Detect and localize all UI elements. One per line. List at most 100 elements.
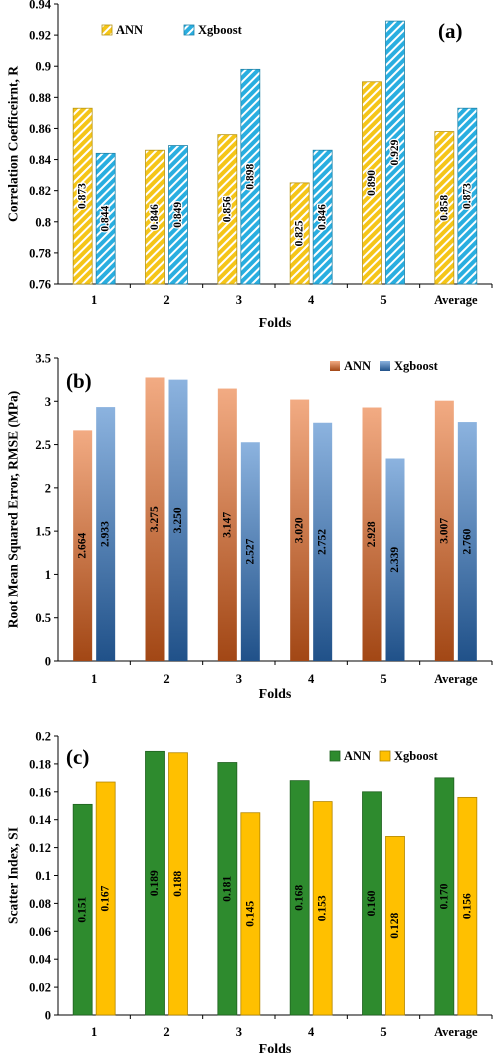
data-label: 2.664: [77, 532, 89, 558]
x-tick-label: 5: [380, 1025, 386, 1039]
data-label: 0.846: [317, 204, 329, 230]
x-axis-label: Folds: [259, 316, 292, 331]
legend-label-xgboost: Xgboost: [198, 23, 243, 37]
y-tick-label: 0.82: [29, 184, 51, 198]
legend-swatch-ann: [329, 750, 341, 762]
panel-label: (b): [66, 369, 92, 393]
data-label: 3.007: [438, 518, 450, 544]
y-tick-label: 0.16: [29, 785, 51, 799]
bar-ann-2: [145, 377, 165, 661]
x-tick-label: 2: [163, 672, 169, 686]
data-label: 0.189: [149, 870, 161, 896]
data-label: 2.752: [317, 529, 329, 555]
y-tick-label: 3.5: [35, 352, 51, 366]
data-label: 0.170: [438, 883, 450, 909]
y-tick-label: 1: [45, 568, 51, 582]
bar-xgboost-5: [385, 836, 405, 1016]
bar-xgboost-2: [168, 379, 188, 661]
data-label: 0.873: [77, 183, 89, 209]
x-tick-label: 2: [163, 1025, 169, 1039]
y-tick-label: 0.08: [29, 897, 51, 911]
chart-c-svg: 0 0.02 0.04 0.06 0.08 0.1 0.12 0.14 0.16 0.18 0.2 1…: [6, 730, 493, 1057]
legend-label-ann: ANN: [116, 23, 143, 37]
x-tick-label: 3: [236, 1025, 242, 1039]
data-label: 2.760: [461, 528, 473, 554]
y-axis-label: Scatter Index, SI: [6, 827, 21, 924]
data-label: 0.153: [317, 895, 329, 921]
bar-ann-4: [289, 780, 310, 1016]
data-label: 0.849: [172, 202, 184, 228]
data-label: 2.928: [366, 521, 378, 547]
y-tick-label: 0.78: [29, 246, 51, 260]
data-label: 0.160: [366, 890, 378, 916]
y-tick-label: 0.18: [29, 757, 51, 771]
x-tick-label: 5: [380, 672, 386, 686]
bar-ann-5: [362, 791, 382, 1016]
bar-xgboost-average: [457, 422, 477, 661]
data-label: 0.188: [172, 871, 184, 897]
bar-ann-1: [72, 107, 93, 285]
data-label: 2.527: [244, 538, 256, 564]
bar-xgboost-average: [457, 107, 478, 285]
y-tick-label: 2: [45, 481, 51, 495]
bar-xgboost-2: [168, 752, 188, 1016]
x-axis-label: Folds: [259, 1042, 292, 1057]
data-label: 3.020: [294, 517, 306, 543]
data-label: 0.890: [366, 170, 378, 196]
y-axis-label: Root Mean Squared Error, RMSE (MPa): [6, 391, 21, 629]
x-axis-label: Folds: [259, 687, 292, 698]
data-label: 0.156: [461, 893, 473, 919]
bar-xgboost-3: [240, 68, 261, 285]
panel-label: (c): [66, 745, 89, 769]
bar-xgboost-4: [312, 801, 333, 1016]
data-label: 0.858: [438, 195, 450, 221]
bar-ann-2: [145, 750, 165, 1016]
bar-xgboost-4: [313, 422, 333, 661]
chart-b-svg: 0 0.5 1 1.5 2 2.5 3 3.5 1 2.664 2.933 2 3.275 3.250 3 3…: [6, 352, 493, 698]
x-tick-label: Average: [434, 1025, 478, 1039]
x-tick-label: 3: [236, 672, 242, 686]
y-tick-label: 2.5: [35, 438, 51, 452]
y-tick-label: 0.8: [35, 215, 51, 229]
data-label: 3.275: [149, 506, 161, 532]
panel-a-correlation-chart: 0.76 0.78 0.8 0.82 0.84 0.86 0.88 0.9 0.92 0.94 1 0…: [0, 0, 498, 338]
bar-xgboost-5: [385, 20, 405, 285]
bar-xgboost-4: [312, 149, 333, 285]
data-label: 0.844: [100, 205, 112, 231]
data-label: 0.898: [244, 163, 256, 189]
bar-ann-4: [289, 182, 310, 285]
data-label: 0.929: [389, 139, 401, 165]
legend-swatch-xgboost: [183, 24, 195, 36]
legend-label-xgboost: Xgboost: [394, 359, 439, 373]
y-tick-label: 0.9: [35, 60, 51, 74]
bar-ann-3: [217, 762, 238, 1016]
data-label: 0.846: [149, 204, 161, 230]
bar-xgboost-3: [240, 812, 261, 1016]
x-tick-label: 1: [91, 293, 97, 307]
y-tick-label: 0: [45, 655, 51, 669]
x-tick-label: Average: [434, 672, 478, 686]
y-tick-label: 0.94: [29, 0, 52, 12]
legend-swatch-ann: [330, 361, 340, 371]
x-tick-label: 2: [163, 293, 169, 307]
panel-c-scatter-index-chart: 0 0.02 0.04 0.06 0.08 0.1 0.12 0.14 0.16 0.18 0.2 1…: [0, 698, 498, 1057]
bar-ann-1: [73, 430, 93, 661]
legend-swatch-xgboost: [379, 750, 391, 762]
legend-label-ann: ANN: [344, 359, 371, 373]
y-tick-label: 0.04: [29, 953, 52, 967]
data-label: 0.145: [244, 901, 256, 927]
bar-ann-3: [217, 134, 238, 285]
bar-ann-average: [434, 777, 455, 1016]
data-label: 2.933: [100, 521, 112, 547]
y-tick-label: 3: [45, 395, 51, 409]
x-tick-label: 3: [236, 293, 242, 307]
x-tick-label: 4: [308, 293, 315, 307]
y-tick-label: 0.12: [29, 841, 51, 855]
data-label: 0.151: [77, 896, 89, 922]
bar-ann-5: [362, 81, 382, 285]
y-tick-label: 0.02: [29, 981, 51, 995]
y-tick-label: 0.14: [29, 813, 52, 827]
panel-b-rmse-chart: 0 0.5 1 1.5 2 2.5 3 3.5 1 2.664 2.933 2 3.275 3.250 3 3…: [0, 338, 498, 698]
y-axis-label: Correlation Coefficeirnt, R: [6, 66, 21, 222]
